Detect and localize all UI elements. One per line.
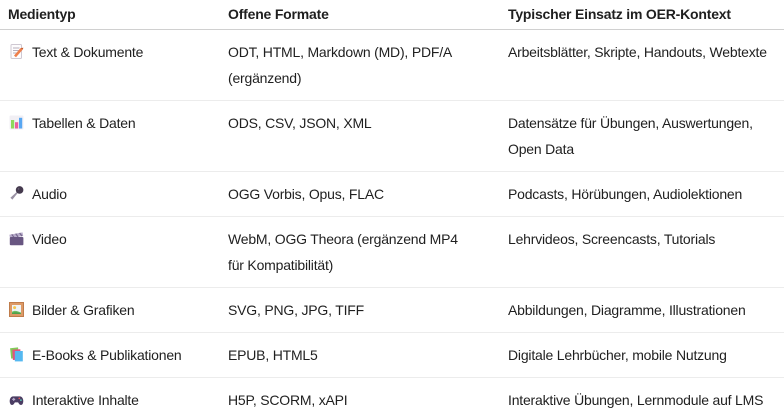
- einsatz-cell: Arbeitsblätter, Skripte, Handouts, Webte…: [500, 29, 784, 101]
- medientyp-cell: Video: [0, 216, 220, 288]
- medientyp-label: Interaktive Inhalte: [32, 392, 139, 408]
- formate-cell: SVG, PNG, JPG, TIFF: [220, 287, 500, 333]
- col-header-einsatz: Typischer Einsatz im OER-Kontext: [500, 0, 784, 30]
- col-header-offene-formate: Offene Formate: [220, 0, 500, 30]
- table-row: Audio OGG Vorbis, Opus, FLAC Podcasts, H…: [0, 171, 784, 217]
- medientyp-label: Tabellen & Daten: [32, 115, 136, 131]
- medientyp-cell: Tabellen & Daten: [0, 100, 220, 172]
- einsatz-cell: Lehrvideos, Screencasts, Tutorials: [500, 216, 784, 288]
- table-row: Bilder & Grafiken SVG, PNG, JPG, TIFF Ab…: [0, 287, 784, 333]
- einsatz-cell: Abbildungen, Diagramme, Illustrationen: [500, 287, 784, 333]
- table-row: Interaktive Inhalte H5P, SCORM, xAPI Int…: [0, 378, 784, 417]
- table-row: Video WebM, OGG Theora (ergänzend MP4 fü…: [0, 216, 784, 288]
- einsatz-cell: Podcasts, Hörübungen, Audiolektionen: [500, 171, 784, 217]
- microphone-icon: [8, 185, 25, 202]
- col-header-medientyp: Medientyp: [0, 0, 220, 30]
- medientyp-label: Audio: [32, 186, 67, 202]
- medientyp-label: Bilder & Grafiken: [32, 302, 135, 318]
- table-row: Text & Dokumente ODT, HTML, Markdown (MD…: [0, 29, 784, 101]
- formate-cell: OGG Vorbis, Opus, FLAC: [220, 171, 500, 217]
- formate-cell: ODT, HTML, Markdown (MD), PDF/A (ergänze…: [220, 29, 500, 101]
- gamepad-icon: [8, 391, 25, 408]
- formate-cell: WebM, OGG Theora (ergänzend MP4 für Komp…: [220, 216, 500, 288]
- framed-picture-icon: [8, 301, 25, 318]
- memo-icon: [8, 43, 25, 60]
- formate-cell: H5P, SCORM, xAPI: [228, 392, 348, 408]
- books-icon: [8, 346, 25, 363]
- medientyp-label: E-Books & Publikationen: [32, 347, 182, 363]
- medientyp-label: Video: [32, 231, 67, 247]
- clapper-board-icon: [8, 230, 25, 247]
- table-row: Tabellen & Daten ODS, CSV, JSON, XML Dat…: [0, 100, 784, 172]
- table-row: E-Books & Publikationen EPUB, HTML5 Digi…: [0, 332, 784, 378]
- header-row: Medientyp Offene Formate Typischer Einsa…: [0, 0, 784, 30]
- medientyp-label: Text & Dokumente: [32, 44, 144, 60]
- medientyp-cell: E-Books & Publikationen: [0, 332, 220, 378]
- einsatz-cell: Datensätze für Übungen, Auswertungen, Op…: [500, 100, 784, 172]
- medientyp-cell: Interaktive Inhalte: [0, 378, 220, 417]
- medientyp-cell: Audio: [0, 171, 220, 217]
- formate-cell: EPUB, HTML5: [220, 332, 500, 378]
- medientyp-cell: Bilder & Grafiken: [0, 287, 220, 333]
- einsatz-cell: Interaktive Übungen, Lernmodule auf LMS: [508, 392, 764, 408]
- bar-chart-icon: [8, 114, 25, 131]
- einsatz-cell: Digitale Lehrbücher, mobile Nutzung: [500, 332, 784, 378]
- formate-cell: ODS, CSV, JSON, XML: [220, 100, 500, 172]
- medientyp-cell: Text & Dokumente: [0, 29, 220, 101]
